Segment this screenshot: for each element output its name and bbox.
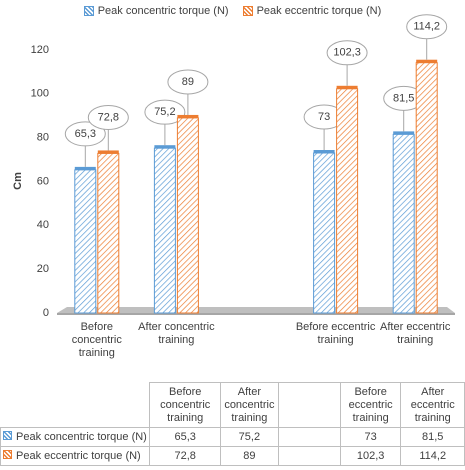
bar <box>392 133 415 314</box>
bar <box>74 169 97 314</box>
chart: Cm 0 20 40 60 80 100 120 65,3 75,2 73 81,5 72,8 89 10… <box>12 14 455 319</box>
x-tick-label: After eccentric training <box>380 321 451 346</box>
y-tick-label: 20 <box>37 263 49 275</box>
bar <box>97 152 120 314</box>
table-value: 75,2 <box>219 427 279 447</box>
data-label: 81,5 <box>393 92 414 104</box>
legend-item: Peak concentric torque (N) <box>83 5 229 17</box>
data-label: 72,8 <box>98 111 119 123</box>
table-series-name: Peak concentric torque (N) <box>16 431 147 443</box>
bar <box>176 117 199 314</box>
x-tick-label: Before concentric training <box>71 321 122 359</box>
legend-label: Peak eccentric torque (N) <box>256 5 382 17</box>
bar-top <box>313 150 335 154</box>
table-value <box>277 427 341 447</box>
table-header-cell: After eccentric training <box>400 382 465 428</box>
table-value <box>277 446 341 466</box>
data-label: 89 <box>182 76 194 88</box>
table-header-cell: Before eccentric training <box>339 382 402 428</box>
table-series-cell: Peak concentric torque (N) <box>0 427 151 447</box>
bar-top <box>416 59 438 63</box>
callout <box>167 69 209 95</box>
table-value: 102,3 <box>339 446 402 466</box>
floor-edge <box>57 313 455 315</box>
bar-top <box>154 145 176 149</box>
table-swatch <box>3 450 12 459</box>
y-tick-label: 100 <box>31 88 49 100</box>
y-tick-label: 120 <box>31 44 49 56</box>
legend: Peak concentric torque (N) Peak eccentric… <box>0 5 465 17</box>
callout <box>406 14 448 40</box>
data-label: 102,3 <box>333 47 361 59</box>
bar <box>153 147 176 314</box>
bar <box>415 62 438 314</box>
data-label: 75,2 <box>154 106 175 118</box>
table-row: Peak concentric torque (N) 65,3 75,2 73 81,5 <box>0 427 465 447</box>
y-axis-label: Cm <box>12 172 24 190</box>
y-tick-label: 0 <box>43 307 49 319</box>
legend-label: Peak concentric torque (N) <box>97 5 229 17</box>
bar-top <box>393 131 415 135</box>
table-value: 114,2 <box>400 446 465 466</box>
y-tick-label: 80 <box>37 132 49 144</box>
data-label: 114,2 <box>413 21 440 33</box>
bar <box>336 88 359 314</box>
callout <box>326 40 368 66</box>
data-label: 65,3 <box>75 128 96 140</box>
bar-top <box>74 166 96 170</box>
bar-top <box>97 150 119 154</box>
bar-top <box>336 85 358 89</box>
table-value: 81,5 <box>400 427 465 447</box>
x-tick-label: After concentric training <box>138 321 215 346</box>
table-series-name: Peak eccentric torque (N) <box>16 450 141 462</box>
table-value: 72,8 <box>149 446 221 466</box>
table-row: Peak eccentric torque (N) 72,8 89 102,3 114,… <box>0 446 465 466</box>
table-series-cell: Peak eccentric torque (N) <box>0 446 151 466</box>
legend-item: Peak eccentric torque (N) <box>242 5 382 17</box>
table-value: 73 <box>339 427 402 447</box>
table-corner <box>1 383 150 428</box>
bar <box>313 152 336 314</box>
table-header-row: Before concentric training After concentr… <box>1 382 465 428</box>
callout <box>144 99 186 125</box>
table-header-cell: After concentric training <box>219 382 279 428</box>
x-tick-label: Before eccentric training <box>295 321 376 346</box>
legend-swatch <box>242 6 253 16</box>
table-header-cell <box>277 382 341 428</box>
y-tick-label: 60 <box>37 175 49 187</box>
callout <box>87 104 129 130</box>
data-table: Before concentric training After concentr… <box>0 382 465 466</box>
data-label: 73 <box>318 111 330 123</box>
callout <box>64 121 106 147</box>
legend-swatch <box>83 6 94 16</box>
y-tick-label: 40 <box>37 219 49 231</box>
table-value: 65,3 <box>149 427 221 447</box>
table-value: 89 <box>219 446 279 466</box>
table-swatch <box>3 431 12 440</box>
table-header-cell: Before concentric training <box>149 382 221 428</box>
bar-top <box>177 114 199 118</box>
